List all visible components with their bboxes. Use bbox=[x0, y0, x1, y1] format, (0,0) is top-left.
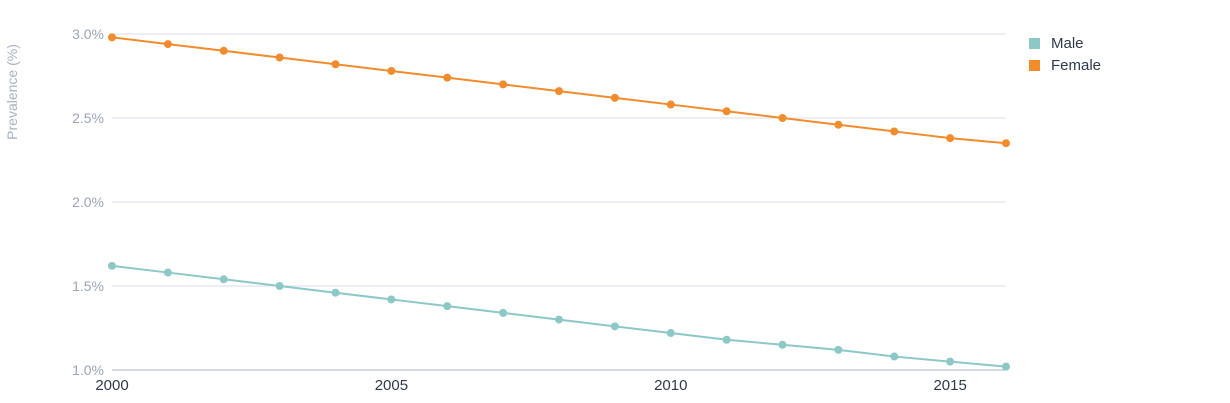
data-point-female[interactable] bbox=[890, 127, 899, 136]
x-tick-label: 2010 bbox=[654, 377, 687, 394]
data-point-male[interactable] bbox=[163, 268, 172, 277]
series-female bbox=[108, 33, 1010, 148]
data-point-male[interactable] bbox=[499, 308, 508, 317]
data-point-female[interactable] bbox=[778, 114, 787, 122]
data-point-female[interactable] bbox=[499, 80, 508, 89]
data-point-male[interactable] bbox=[666, 329, 675, 338]
data-point-male[interactable] bbox=[834, 345, 843, 354]
data-point-male[interactable] bbox=[219, 275, 228, 284]
y-axis-label: Prevalence (%) bbox=[4, 44, 20, 140]
data-point-female[interactable] bbox=[331, 60, 340, 69]
data-point-male[interactable] bbox=[610, 322, 619, 331]
legend-swatch bbox=[1029, 60, 1040, 71]
x-tick-label: 2005 bbox=[375, 377, 408, 394]
data-point-female[interactable] bbox=[163, 40, 172, 49]
y-tick-label: 1.5% bbox=[72, 278, 104, 294]
y-tick-label: 3.0% bbox=[72, 26, 104, 42]
data-point-male[interactable] bbox=[443, 302, 452, 311]
data-point-female[interactable] bbox=[275, 53, 284, 62]
y-tick-label: 1.0% bbox=[72, 362, 104, 378]
data-point-female[interactable] bbox=[219, 46, 228, 55]
legend: Male Female bbox=[1029, 35, 1101, 74]
data-point-female[interactable] bbox=[1002, 139, 1010, 148]
series-layer bbox=[108, 33, 1010, 371]
legend-item-female[interactable]: Female bbox=[1029, 57, 1101, 74]
data-point-male[interactable] bbox=[331, 288, 340, 297]
legend-swatch bbox=[1029, 38, 1040, 49]
data-point-female[interactable] bbox=[387, 66, 396, 75]
legend-item-male[interactable]: Male bbox=[1029, 35, 1084, 52]
data-point-female[interactable] bbox=[443, 73, 452, 82]
data-point-female[interactable] bbox=[722, 107, 731, 116]
data-point-male[interactable] bbox=[1002, 362, 1010, 371]
data-point-male[interactable] bbox=[890, 352, 899, 361]
data-point-male[interactable] bbox=[722, 335, 731, 344]
data-point-male[interactable] bbox=[387, 295, 396, 304]
data-point-male[interactable] bbox=[946, 357, 955, 366]
data-point-female[interactable] bbox=[946, 134, 955, 143]
data-point-female[interactable] bbox=[610, 93, 619, 102]
series-male bbox=[108, 261, 1010, 371]
data-point-male[interactable] bbox=[275, 282, 284, 290]
y-axis: 3.0% 2.5% 2.0% 1.5% 1.0% bbox=[72, 26, 104, 378]
x-axis: 2000 2005 2010 2015 bbox=[95, 377, 967, 394]
legend-label: Female bbox=[1051, 57, 1101, 74]
data-point-male[interactable] bbox=[555, 315, 563, 324]
data-point-female[interactable] bbox=[555, 87, 563, 96]
data-point-male[interactable] bbox=[108, 261, 116, 270]
grid-layer bbox=[112, 33, 1006, 371]
y-tick-label: 2.5% bbox=[72, 110, 104, 126]
data-point-male[interactable] bbox=[778, 340, 787, 349]
data-point-female[interactable] bbox=[666, 100, 675, 109]
data-point-female[interactable] bbox=[834, 120, 843, 129]
x-tick-label: 2000 bbox=[95, 377, 128, 394]
x-tick-label: 2015 bbox=[933, 377, 966, 394]
y-tick-label: 2.0% bbox=[72, 194, 104, 210]
legend-label: Male bbox=[1051, 35, 1084, 52]
data-point-female[interactable] bbox=[108, 33, 116, 42]
